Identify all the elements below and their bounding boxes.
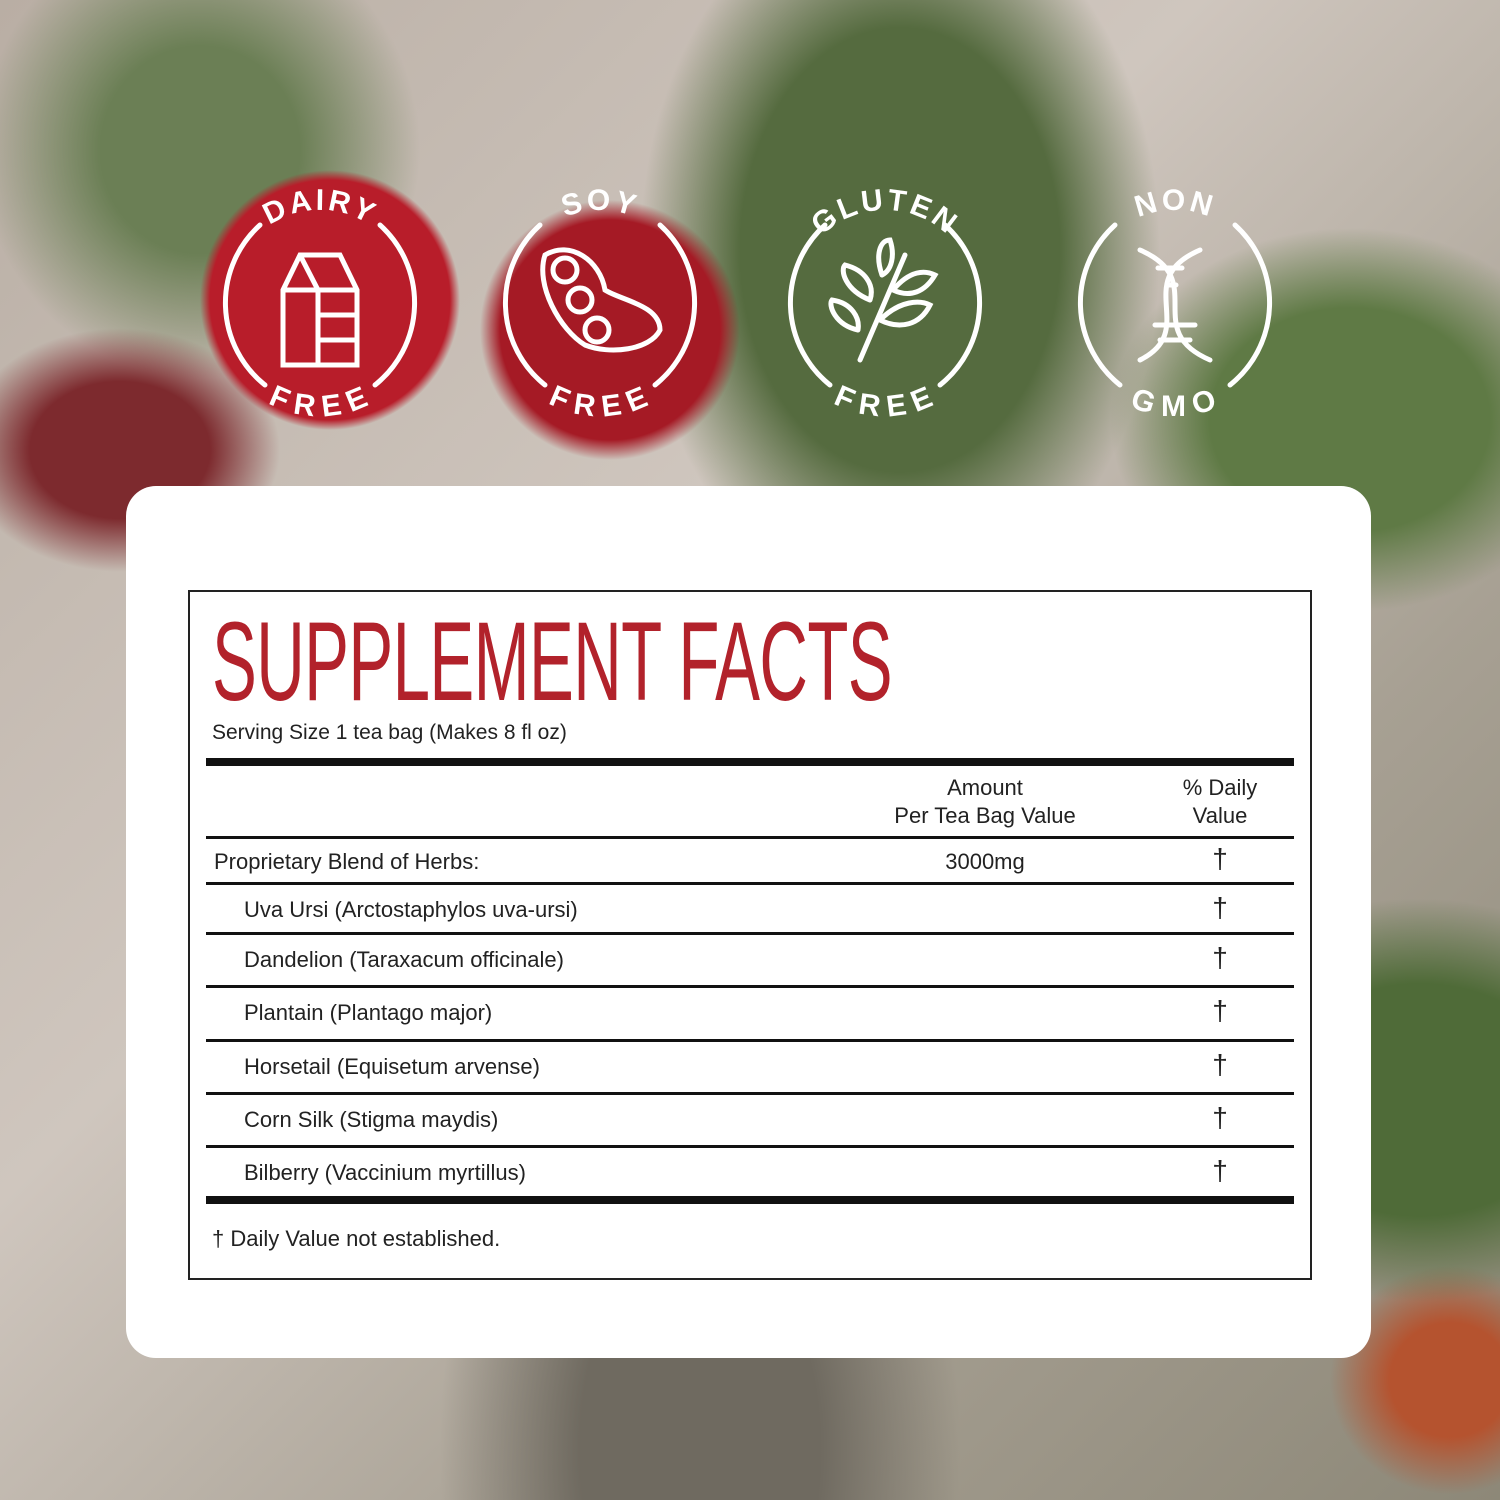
ingredient-name: Bilberry (Vaccinium myrtillus) xyxy=(244,1160,526,1185)
badge-bottom-label: GMO xyxy=(1127,382,1223,423)
badge-dairy-free xyxy=(222,222,418,388)
ingredient-name: Dandelion (Taraxacum officinale) xyxy=(244,947,564,972)
wheat-icon xyxy=(828,237,939,363)
ingredient-daily-value: † xyxy=(1212,1155,1228,1186)
ingredient-name: Proprietary Blend of Herbs: xyxy=(214,849,480,874)
dna-icon xyxy=(1137,247,1213,363)
badge-gluten-free xyxy=(787,222,983,388)
ingredient-daily-value: † xyxy=(1212,995,1228,1026)
ingredient-daily-value: † xyxy=(1212,843,1228,874)
row-divider xyxy=(206,836,1294,839)
ingredient-name: Corn Silk (Stigma maydis) xyxy=(244,1107,499,1132)
row-divider xyxy=(206,1145,1294,1148)
header-amount-1: Amount xyxy=(947,775,1023,800)
header-dv-2: Value xyxy=(1192,803,1248,828)
ingredient-daily-value: † xyxy=(1212,942,1228,973)
badge-non-gmo xyxy=(1077,222,1273,388)
badge-bottom-label: FREE xyxy=(265,379,375,423)
facts-title: SUPPLEMENT FACTS xyxy=(212,599,893,724)
facts-card: SUPPLEMENT FACTS Serving Size 1 tea bag … xyxy=(126,486,1371,1358)
serving-size: Serving Size 1 tea bag (Makes 8 fl oz) xyxy=(212,721,567,744)
ingredient-daily-value: † xyxy=(1212,1049,1228,1080)
supplement-facts-panel: SUPPLEMENT FACTS Serving Size 1 tea bag … xyxy=(188,590,1312,1280)
badge-top-label: NON xyxy=(1131,184,1219,224)
badge-top-label: DAIRY xyxy=(258,184,383,231)
header-dv-1: % Daily xyxy=(1182,775,1258,800)
thick-divider xyxy=(206,758,1294,766)
thick-divider xyxy=(206,1196,1294,1204)
row-divider xyxy=(206,1039,1294,1042)
ingredient-name: Plantain (Plantago major) xyxy=(244,1000,493,1025)
ingredient-daily-value: † xyxy=(1212,1102,1228,1133)
row-divider xyxy=(206,985,1294,988)
milk-carton-icon xyxy=(280,252,360,368)
row-divider xyxy=(206,882,1294,885)
badge-bottom-label: FREE xyxy=(830,379,940,423)
badge-top-label: SOY xyxy=(558,184,643,223)
ingredient-name: Horsetail (Equisetum arvense) xyxy=(244,1054,540,1079)
badge-bottom-label: FREE xyxy=(545,379,655,423)
row-divider xyxy=(206,932,1294,935)
badge-top-label: GLUTEN xyxy=(805,183,965,241)
row-divider xyxy=(206,1092,1294,1095)
header-amount-2: Per Tea Bag Value xyxy=(894,803,1076,828)
badge-soy-free xyxy=(502,222,698,388)
soybean-icon xyxy=(540,247,663,353)
ingredient-name: Uva Ursi (Arctostaphylos uva-ursi) xyxy=(244,897,578,922)
ingredient-daily-value: † xyxy=(1212,892,1228,923)
ingredient-amount: 3000mg xyxy=(945,849,1025,874)
badges: DAIRY FREE SOY FREE GLUTEN FREE NON GMO xyxy=(222,183,1273,424)
footnote: † Daily Value not established. xyxy=(212,1226,501,1251)
